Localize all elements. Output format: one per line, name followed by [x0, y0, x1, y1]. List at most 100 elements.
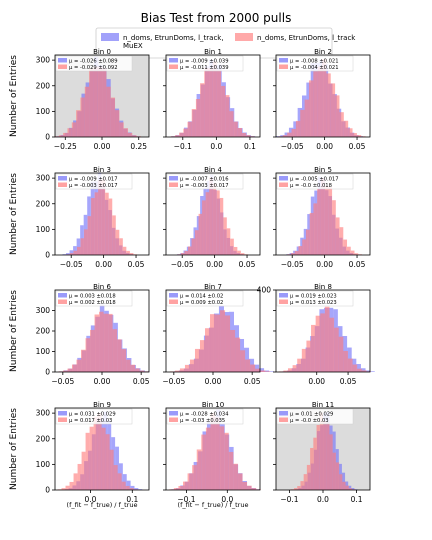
hist-bar-blue	[126, 480, 131, 490]
hist-bar-red	[194, 348, 200, 372]
y-tick-label: 0	[45, 251, 50, 260]
hist-bar-red	[332, 452, 336, 490]
hist-bar-red	[260, 370, 266, 372]
hist-bar-red	[80, 97, 85, 137]
panel-legend-label: μ = 0.031 ±0.029	[69, 411, 116, 417]
hist-bar-red	[69, 253, 74, 255]
hist-bar-red	[313, 71, 318, 137]
hist-bar-red	[338, 336, 344, 372]
hist-bar-red	[225, 315, 231, 372]
hist-bar-red	[311, 324, 316, 372]
hist-bar-red	[326, 73, 331, 137]
hist-bar-red	[229, 111, 234, 137]
hist-bar-red	[103, 313, 109, 372]
x-tick-label: 0.05	[128, 260, 145, 269]
panel-legend-swatch	[169, 411, 178, 416]
hist-bar-red	[201, 434, 206, 490]
hist-bar-red	[205, 328, 211, 372]
y-axis-label: Number of Entries	[9, 408, 19, 490]
panel-legend-frame	[276, 408, 354, 425]
y-axis-label: Number of Entries	[9, 290, 19, 372]
hist-bar-red	[335, 217, 340, 255]
x-tick-label: 0.00	[206, 260, 223, 269]
hist-bar-red	[178, 485, 184, 490]
x-tick-label: 0.0	[317, 495, 329, 504]
hist-bar-red	[112, 329, 118, 372]
panel-frame	[165, 407, 261, 491]
x-tick-label: −0.05	[171, 260, 194, 269]
hist-bar-red	[85, 432, 90, 490]
panel-legend-swatch	[58, 58, 67, 63]
hist-bar-red	[297, 486, 301, 490]
panel-legend-label: μ = -0.029 ±0.092	[69, 65, 118, 71]
hist-bar-red	[219, 197, 224, 255]
hist-bar-red	[204, 67, 209, 137]
y-tick-label: 400	[257, 286, 272, 295]
hist-bar-blue	[360, 368, 366, 372]
hist-bar-blue	[69, 250, 74, 255]
x-tick-label: 0.25	[130, 142, 147, 151]
y-tick-label: 100	[36, 347, 51, 356]
hist-bar-red	[324, 306, 330, 372]
hist-bar-red	[80, 238, 85, 255]
panel-legend-label: μ = -0.003 ±0.017	[180, 183, 229, 189]
legend-label-blue-line2: MuEX	[123, 42, 143, 50]
panel-legend-frame	[166, 408, 244, 425]
x-tick-label: −0.05	[162, 377, 185, 386]
x-tick-label: −0.05	[281, 260, 304, 269]
x-tick-label: 0.05	[349, 142, 366, 151]
y-tick-label: 200	[36, 199, 51, 208]
panel-legend-label: μ = -0.008 ±0.021	[290, 58, 339, 64]
y-tick-label: 100	[36, 107, 51, 116]
hist-bar-red	[221, 85, 226, 137]
hist-bar-red	[67, 368, 72, 372]
panel-legend-swatch	[58, 176, 67, 181]
hist-bar-red	[322, 59, 327, 138]
hist-bar-red	[115, 110, 120, 137]
hist-bar-red	[216, 69, 222, 137]
hist-bar-red	[320, 178, 325, 255]
hist-bar-red	[300, 481, 304, 490]
x-axis-label-text: (f_fit − f_true) / f_true	[67, 501, 138, 509]
x-tick-label: −0.1	[174, 142, 192, 151]
x-tick-label: 0.0	[210, 142, 222, 151]
panel-title: Bin 10	[202, 401, 224, 409]
hist-bar-red	[187, 246, 192, 255]
hist-bar-blue	[351, 488, 355, 490]
hist-bar-red	[117, 339, 122, 372]
hist-bar-red	[212, 183, 217, 255]
hist-bar-red	[219, 426, 225, 490]
x-tick-label: −0.1	[280, 495, 298, 504]
panel-title: Bin 0	[93, 48, 111, 56]
hist-bar-red	[205, 427, 211, 490]
hist-bar-red	[348, 488, 353, 490]
hist-bar-blue	[264, 370, 270, 372]
hist-bar-red	[200, 83, 205, 137]
panel-title: Bin 7	[204, 283, 222, 291]
hist-bar-red	[184, 251, 188, 255]
panel-legend-swatch	[169, 182, 178, 187]
hist-bar-red	[58, 135, 64, 137]
panel-legend-swatch	[169, 293, 178, 298]
panel-title: Bin 8	[314, 283, 332, 291]
panel-frame	[165, 172, 261, 256]
hist-bar-blue	[280, 135, 285, 137]
panel-legend-swatch	[169, 64, 178, 69]
hist-bar-red	[287, 368, 293, 372]
hist-bar-red	[87, 216, 92, 255]
hist-bar-red	[101, 427, 106, 490]
panel-legend-swatch	[169, 417, 178, 422]
hist-bar-red	[324, 185, 329, 255]
hist-bar-red	[343, 350, 348, 372]
hist-bar-red	[347, 246, 351, 255]
hist-bar-red	[330, 83, 336, 137]
hist-bar-red	[121, 481, 126, 490]
hist-bar-red	[339, 227, 344, 255]
hist-bar-red	[115, 229, 120, 255]
panel-legend-frame	[55, 55, 133, 72]
panel-legend-frame	[55, 290, 133, 307]
